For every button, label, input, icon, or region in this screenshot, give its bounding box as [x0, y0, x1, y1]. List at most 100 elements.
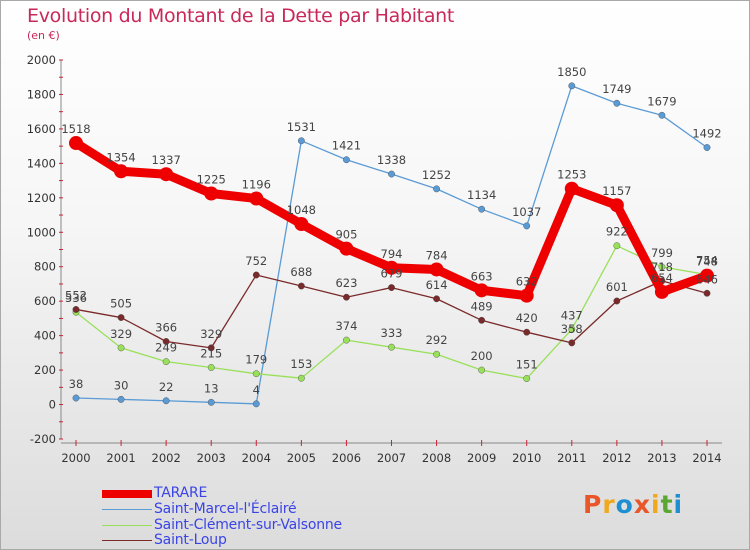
- data-label: 748: [696, 255, 718, 269]
- data-point: [474, 283, 489, 298]
- data-point: [207, 344, 215, 352]
- data-point: [658, 111, 666, 119]
- x-tick-label: 2012: [602, 451, 631, 465]
- data-point: [339, 241, 354, 256]
- data-label: 179: [245, 353, 267, 367]
- data-label: 366: [155, 320, 177, 334]
- data-point: [297, 282, 305, 290]
- data-point: [568, 325, 576, 333]
- x-tick-label: 2004: [242, 451, 271, 465]
- data-label: 799: [651, 246, 673, 260]
- data-label: 1157: [602, 184, 631, 198]
- data-label: 1048: [287, 203, 316, 217]
- y-tick-label: 1800: [27, 87, 56, 101]
- data-label: 623: [335, 276, 357, 290]
- data-point: [117, 344, 125, 352]
- data-label: 329: [200, 327, 222, 341]
- logo-letter: P: [583, 490, 603, 519]
- data-point: [703, 289, 711, 297]
- data-label: 489: [471, 299, 493, 313]
- data-label: 1338: [377, 153, 406, 167]
- data-label: 505: [110, 297, 132, 311]
- data-point: [162, 358, 170, 366]
- data-point: [72, 394, 80, 402]
- data-label: 1850: [557, 65, 586, 79]
- data-label: 38: [69, 377, 84, 391]
- data-label: 437: [561, 308, 583, 322]
- legend-swatch-tarare: [102, 490, 152, 498]
- data-point: [388, 343, 395, 351]
- data-point: [249, 191, 264, 206]
- y-tick-label: 800: [34, 260, 56, 274]
- data-point: [478, 316, 486, 324]
- data-label: 614: [426, 278, 448, 292]
- data-point: [523, 328, 531, 336]
- data-label: 601: [606, 280, 628, 294]
- data-point: [519, 288, 534, 303]
- logo-letter: o: [615, 490, 634, 519]
- y-tick-label: 2000: [27, 53, 56, 67]
- y-tick-label: 1000: [27, 225, 56, 239]
- data-label: 1037: [512, 205, 541, 219]
- data-label: 153: [290, 357, 312, 371]
- data-label: 1253: [557, 168, 586, 182]
- data-point: [654, 284, 669, 299]
- data-point: [429, 262, 444, 277]
- data-point: [162, 338, 170, 345]
- y-tick-label: 1200: [27, 191, 56, 205]
- data-point: [523, 222, 531, 230]
- data-point: [117, 395, 125, 403]
- data-point: [207, 364, 215, 371]
- data-point: [294, 217, 309, 232]
- data-label: 1679: [647, 94, 676, 108]
- data-point: [523, 375, 531, 382]
- data-label: 1225: [197, 173, 226, 187]
- chart-subtitle: (en €): [27, 29, 60, 42]
- data-point: [613, 297, 621, 305]
- logo-letter: x: [633, 490, 651, 519]
- data-label: 1337: [152, 153, 181, 167]
- x-tick-label: 2013: [647, 451, 676, 465]
- data-label: 1518: [61, 122, 90, 136]
- data-point: [252, 400, 260, 408]
- data-label: 536: [65, 291, 87, 305]
- data-label: 754: [696, 254, 718, 268]
- data-label: 784: [426, 248, 448, 262]
- data-label: 1531: [287, 120, 316, 134]
- data-point: [478, 366, 486, 374]
- data-point: [117, 314, 125, 321]
- data-label: 1252: [422, 168, 451, 182]
- data-label: 552: [65, 288, 87, 302]
- data-point: [252, 370, 260, 378]
- data-point: [159, 167, 174, 182]
- series-line-1: [75, 85, 708, 405]
- data-point: [388, 170, 395, 178]
- data-point: [703, 144, 711, 151]
- data-point: [72, 306, 80, 313]
- data-label: 654: [651, 271, 673, 285]
- data-point: [433, 295, 440, 303]
- data-point: [613, 99, 621, 107]
- data-point: [297, 374, 305, 382]
- y-tick-label: 200: [34, 363, 56, 377]
- x-tick-label: 2011: [557, 451, 586, 465]
- data-point: [343, 336, 350, 344]
- data-label: 646: [696, 272, 718, 286]
- logo-letter: i: [651, 490, 661, 519]
- data-point: [69, 136, 83, 151]
- legend-label-saint-clement: Saint-Clément-sur-Valsonne: [154, 517, 342, 533]
- data-label: 905: [335, 228, 357, 242]
- x-tick-label: 2003: [197, 451, 226, 465]
- data-point: [204, 186, 219, 201]
- legend-label-tarare: TARARE: [154, 485, 208, 501]
- y-tick-label: 0: [49, 398, 56, 412]
- y-tick-label: 400: [34, 329, 56, 343]
- data-label: 1354: [106, 150, 135, 164]
- data-label: 718: [651, 260, 673, 274]
- data-label: 1749: [602, 82, 631, 96]
- data-point: [433, 185, 440, 193]
- data-label: 329: [110, 327, 132, 341]
- data-label: 30: [114, 378, 129, 392]
- y-tick-label: 1600: [27, 122, 56, 136]
